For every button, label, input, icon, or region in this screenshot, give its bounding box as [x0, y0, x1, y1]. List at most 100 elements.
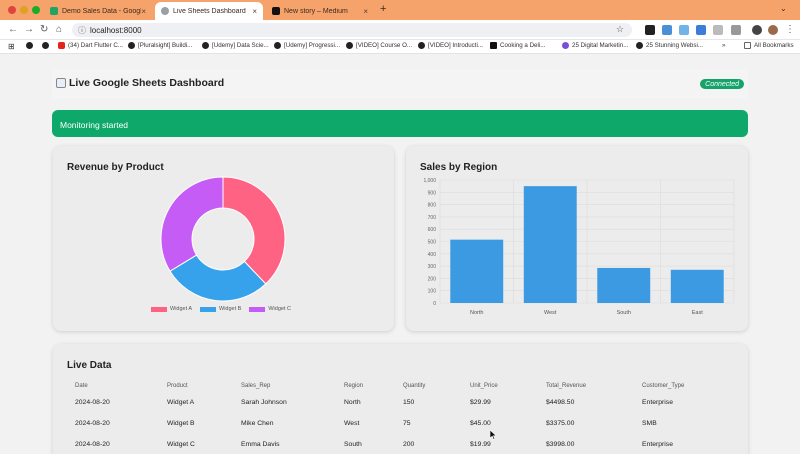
table-row: 2024-08-20 Widget C Emma Davis South 200… [75, 434, 732, 454]
minimize-window-button[interactable] [20, 6, 28, 14]
puzzle-icon[interactable] [731, 25, 741, 35]
bookmark-item[interactable]: [Udemy] Data Scie... [202, 42, 269, 49]
folder-icon [744, 42, 751, 49]
table-cell: Enterprise [642, 441, 673, 448]
avatar[interactable] [768, 25, 778, 35]
bookmark-item[interactable]: (34) Dart Flutter C... [58, 42, 123, 49]
table-cell: Mike Chen [241, 420, 274, 427]
table-cell: $3375.00 [546, 420, 575, 427]
bookmark-item[interactable]: Cooking a Deli... [490, 42, 545, 49]
table-cell: 2024-08-20 [75, 420, 110, 427]
column-header: Date [75, 383, 88, 389]
table-cell: $19.99 [470, 441, 491, 448]
table-cell: Emma Davis [241, 441, 280, 448]
github-icon [42, 42, 49, 49]
bookmark-site-icon [562, 42, 569, 49]
extension-icon[interactable] [679, 25, 689, 35]
all-bookmarks-folder[interactable]: All Bookmarks [744, 42, 794, 49]
close-icon[interactable]: × [363, 6, 368, 16]
bookmark-item[interactable]: [VIDEO] Introducti... [418, 42, 483, 49]
bookmark-item[interactable]: [Udemy] Progressi... [274, 42, 340, 49]
column-header: Sales_Rep [241, 383, 271, 389]
table-cell: $29.99 [470, 399, 491, 406]
column-header: Quantity [403, 383, 426, 389]
youtube-icon [58, 42, 65, 49]
table-cell: North [344, 399, 361, 406]
x-tick-label: West [544, 310, 557, 316]
bookmark-item[interactable]: 25 Stunning Websi... [636, 42, 703, 49]
legend-label: Widget A [170, 306, 193, 312]
home-icon[interactable]: ⌂ [56, 24, 63, 35]
column-header: Total_Revenue [546, 383, 587, 389]
x-tick-label: North [470, 310, 483, 316]
bookmark-item[interactable]: 25 Digital Marketin... [562, 42, 628, 49]
chevron-down-icon[interactable]: ⌄ [780, 4, 787, 13]
browser-tab-dashboard[interactable]: Live Sheets Dashboard × [155, 2, 263, 20]
reload-icon[interactable]: ↻ [40, 24, 49, 35]
table-cell: $45.00 [470, 420, 491, 427]
column-header: Product [167, 383, 188, 389]
y-tick-label: 800 [428, 203, 437, 209]
y-tick-label: 500 [428, 240, 437, 246]
mouse-cursor-icon [490, 430, 497, 440]
table-cell: Sarah Johnson [241, 399, 287, 406]
bar-west [523, 186, 577, 303]
more-menu-icon[interactable]: ⋮ [785, 24, 795, 35]
bookmark-item[interactable] [26, 42, 36, 49]
github-icon [128, 42, 135, 49]
github-icon [346, 42, 353, 49]
legend-item[interactable]: Widget C [249, 306, 291, 312]
status-banner: Monitoring started [52, 110, 748, 137]
close-window-button[interactable] [8, 6, 16, 14]
table-cell: $4498.50 [546, 399, 575, 406]
bookmark-item[interactable]: [VIDEO] Course O... [346, 42, 412, 49]
forward-icon[interactable]: → [24, 24, 34, 35]
site-info-icon[interactable]: ⓘ [78, 26, 86, 35]
address-bar[interactable]: ⓘ localhost:8000 ☆ [72, 23, 632, 37]
apps-grid-icon[interactable]: ⊞ [8, 42, 15, 51]
table-cell: 75 [403, 420, 411, 427]
bookmark-item[interactable] [42, 42, 52, 49]
maximize-window-button[interactable] [32, 6, 40, 14]
dashboard-header: Live Google Sheets Dashboard Connected [52, 69, 748, 99]
extension-icon[interactable] [713, 25, 723, 35]
live-data-card: Live Data Date Product Sales_Rep Region … [53, 344, 748, 454]
more-bookmarks-icon[interactable]: » [722, 42, 726, 49]
y-tick-label: 300 [428, 264, 437, 270]
back-icon[interactable]: ← [8, 24, 18, 35]
y-tick-label: 1,000 [423, 178, 436, 184]
table-cell: $3998.00 [546, 441, 575, 448]
column-header: Unit_Price [470, 383, 498, 389]
browser-tab-medium[interactable]: New story – Medium × [266, 2, 374, 20]
table-cell: 2024-08-20 [75, 399, 110, 406]
browser-tab-sheets[interactable]: Demo Sales Data - Google Sh... × [44, 2, 152, 20]
legend-item[interactable]: Widget A [151, 306, 192, 312]
star-icon[interactable]: ☆ [615, 24, 624, 34]
table-cell: Widget C [167, 441, 195, 448]
url-text: localhost:8000 [90, 25, 142, 35]
close-icon[interactable]: × [141, 6, 146, 16]
column-header: Customer_Type [642, 383, 685, 389]
google-sheets-icon [50, 7, 58, 15]
donut-slice-widget-a [222, 176, 286, 285]
revenue-by-product-card: Revenue by Product Widget A Widget B Widge… [53, 146, 394, 331]
status-badge: Connected [700, 79, 744, 89]
legend-item[interactable]: Widget B [200, 306, 241, 312]
extension-icon[interactable] [645, 25, 655, 35]
bookmark-item[interactable]: [Pluralsight] Buildi... [128, 42, 192, 49]
new-tab-button[interactable]: + [380, 3, 387, 15]
extension-icon[interactable] [662, 25, 672, 35]
table-cell: 150 [403, 399, 415, 406]
close-icon[interactable]: × [252, 6, 257, 16]
extension-icon[interactable] [696, 25, 706, 35]
legend-swatch [200, 306, 217, 312]
sync-icon[interactable] [752, 25, 762, 35]
sales-by-region-card: Sales by Region 0 100 200 300 400 500 600 700 80… [406, 146, 748, 331]
medium-icon [272, 7, 280, 15]
y-tick-label: 700 [428, 215, 437, 221]
table-row: 2024-08-20 Widget B Mike Chen West 75 $4… [75, 413, 732, 434]
table-cell: Widget B [167, 420, 195, 427]
revenue-donut-chart [160, 176, 286, 302]
chart-legend: Widget A Widget B Widget C [151, 306, 299, 312]
github-icon [418, 42, 425, 49]
